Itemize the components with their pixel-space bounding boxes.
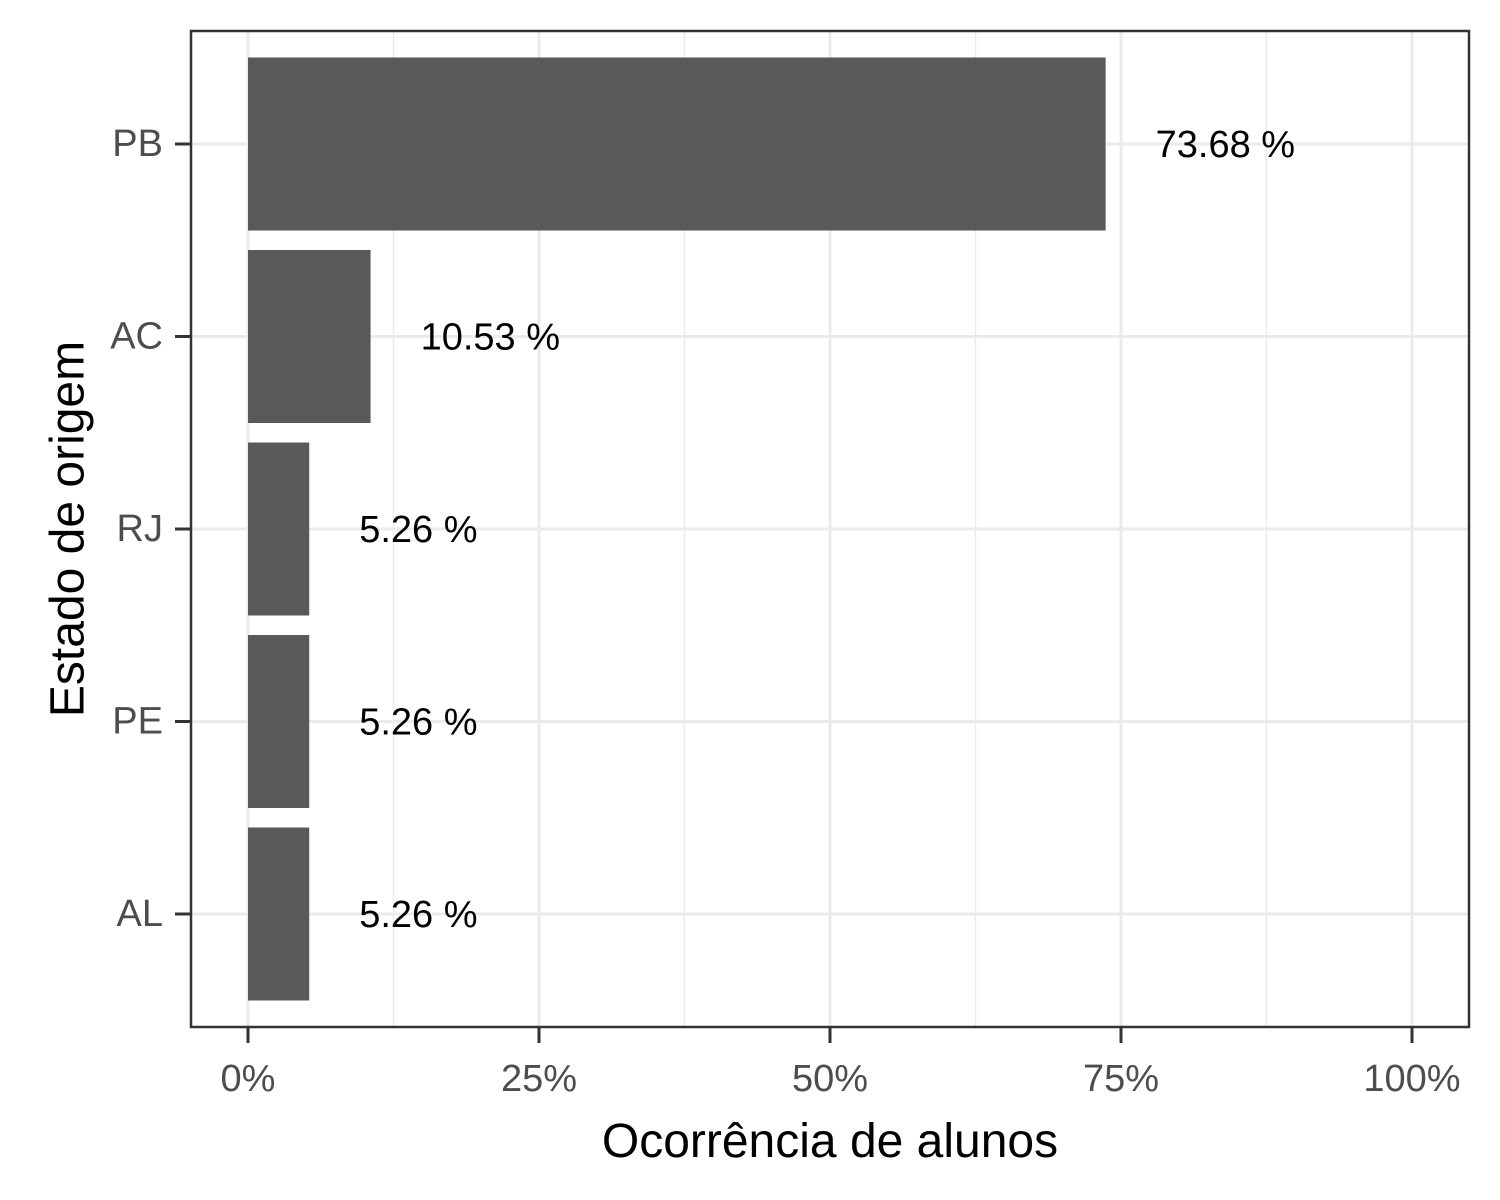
y-tick-label-pe: PE [112, 701, 163, 743]
data-label-ac: 10.53 % [421, 317, 560, 359]
x-tick-label-100: 100% [1363, 1058, 1460, 1100]
data-label-al: 5.26 % [359, 894, 477, 936]
y-tick-label-al: AL [117, 893, 163, 935]
bar-pb [248, 57, 1106, 231]
x-tick-label-75: 75% [1083, 1058, 1159, 1100]
data-label-pe: 5.26 % [359, 702, 477, 744]
bar-ac [248, 250, 371, 423]
data-label-pb: 73.68 % [1156, 124, 1295, 166]
bar-pe [248, 635, 310, 808]
data-label-rj: 5.26 % [359, 509, 477, 551]
y-axis-ticks: PB AC RJ PE AL [110, 123, 191, 935]
bar-rj [248, 442, 310, 616]
x-axis-ticks: 0% 25% 50% 75% 100% [221, 1027, 1461, 1100]
y-tick-label-ac: AC [110, 316, 163, 358]
y-tick-label-pb: PB [112, 123, 163, 165]
x-axis-title: Ocorrência de alunos [602, 1115, 1058, 1168]
bar-al [248, 827, 310, 1001]
y-axis-title: Estado de origem [42, 341, 95, 717]
x-tick-label-0: 0% [221, 1058, 276, 1100]
y-tick-label-rj: RJ [117, 508, 163, 550]
x-tick-label-50: 50% [792, 1058, 868, 1100]
bars [248, 57, 1106, 1001]
data-labels: 73.68 % 10.53 % 5.26 % 5.26 % 5.26 % [359, 124, 1295, 936]
x-tick-label-25: 25% [501, 1058, 577, 1100]
